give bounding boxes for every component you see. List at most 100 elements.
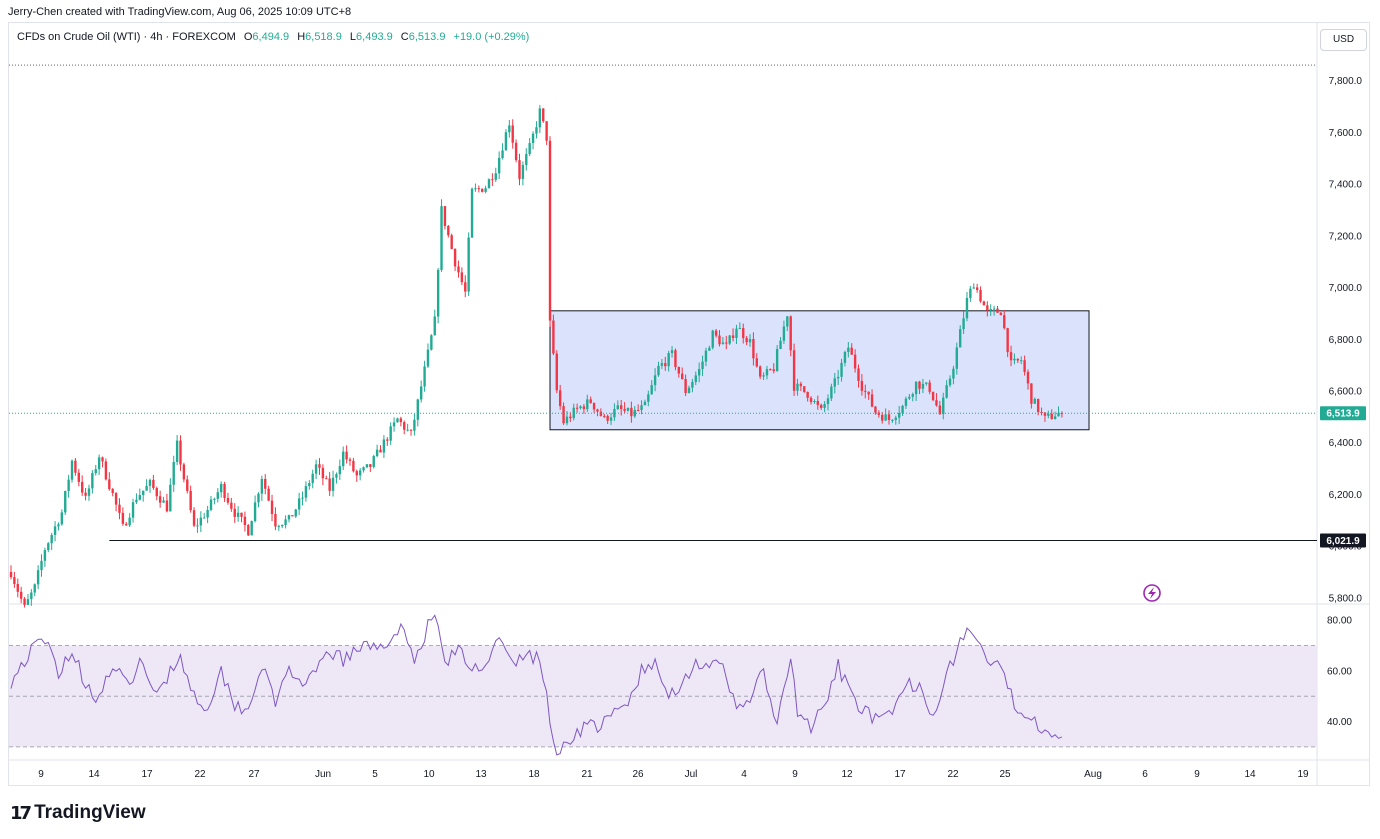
candle-body <box>704 350 708 362</box>
candle-body <box>881 414 884 421</box>
candle-body <box>687 387 691 393</box>
candle-body <box>965 298 969 319</box>
candle-body <box>589 399 592 403</box>
candle-body <box>297 498 301 510</box>
candle-body <box>375 449 379 457</box>
candle-body <box>721 342 725 345</box>
candle-body <box>959 329 962 348</box>
candle-body <box>606 415 609 421</box>
candle-body <box>894 417 897 420</box>
candle-body <box>226 498 230 503</box>
candle-body <box>535 127 538 134</box>
open-value: 6,494.9 <box>252 31 290 43</box>
candle-body <box>474 188 477 190</box>
candle-body <box>908 396 911 399</box>
candle-body <box>47 543 50 551</box>
price-tick-label: 6,200.0 <box>1329 490 1363 501</box>
candle-body <box>694 375 697 382</box>
candle-body <box>182 464 186 480</box>
candle-body <box>433 316 436 336</box>
candle-body <box>945 385 948 398</box>
candle-body <box>545 121 548 141</box>
candle-body <box>118 504 121 513</box>
candle-body <box>538 108 542 128</box>
price-tick-label: 7,200.0 <box>1329 231 1363 242</box>
candle-body <box>342 451 345 467</box>
candle-body <box>318 464 321 468</box>
candle-body <box>762 375 765 377</box>
time-tick-label: 27 <box>248 769 260 780</box>
time-tick-label: 25 <box>999 769 1011 780</box>
candle-body <box>548 140 552 321</box>
candle-body <box>1053 416 1057 420</box>
candle-body <box>352 460 355 472</box>
candle-body <box>270 500 274 514</box>
candle-body <box>423 366 426 387</box>
candle-body <box>196 525 199 527</box>
price-tick-label: 7,800.0 <box>1329 76 1363 87</box>
candle-body <box>711 330 714 348</box>
candle-body <box>918 381 921 389</box>
candle-body <box>1023 360 1026 372</box>
candle-body <box>230 502 233 509</box>
candle-body <box>497 157 501 174</box>
symbol-name[interactable]: CFDs on Crude Oil (WTI) · 4h · FOREXCOM <box>17 31 236 43</box>
candle-body <box>792 350 796 391</box>
rsi-line <box>10 614 1063 756</box>
candle-body <box>664 363 667 367</box>
candle-body <box>399 418 403 423</box>
candle-body <box>996 308 999 313</box>
candle-body <box>348 459 352 461</box>
candle-body <box>999 312 1003 316</box>
candle-body <box>799 383 803 387</box>
candle-body <box>114 493 118 505</box>
last-price-badge <box>1320 406 1366 421</box>
candle-body <box>887 414 891 421</box>
candle-body <box>511 125 514 143</box>
candle-body <box>969 288 972 299</box>
candle-body <box>155 488 158 497</box>
candle-body <box>592 402 596 410</box>
candle-body <box>640 405 643 411</box>
candle-body <box>586 399 589 410</box>
candle-body <box>392 422 396 427</box>
candle-body <box>128 517 131 526</box>
change-value: +19.0 (+0.29%) <box>453 31 530 43</box>
candle-body <box>1043 412 1047 416</box>
candle-body <box>494 173 497 180</box>
currency-selector[interactable]: USD <box>1320 29 1367 51</box>
candle-body <box>982 301 986 306</box>
candle-body <box>731 335 735 338</box>
rsi-tick-label: 60.00 <box>1327 666 1352 677</box>
candle-body <box>453 248 457 267</box>
candle-body <box>358 470 362 476</box>
candle-body <box>843 351 847 363</box>
candle-body <box>752 339 755 359</box>
candle-body <box>552 320 555 354</box>
candle-body <box>596 409 599 412</box>
candle-body <box>870 394 874 407</box>
candle-body <box>609 417 613 421</box>
candle-body <box>440 206 443 270</box>
candle-body <box>742 328 745 339</box>
candle-body <box>643 401 647 406</box>
close-label: C <box>400 31 409 43</box>
candle-body <box>884 414 887 421</box>
candle-body <box>243 516 247 526</box>
candle-body <box>623 409 626 411</box>
candle-body <box>294 509 297 517</box>
time-tick-label: 4 <box>741 769 747 780</box>
candle-body <box>718 335 721 345</box>
candle-body <box>104 461 108 480</box>
candle-body <box>514 142 518 161</box>
candle-body <box>813 401 816 403</box>
candle-body <box>179 440 182 465</box>
time-tick-label: 6 <box>1142 769 1148 780</box>
price-tick-label: 6,600.0 <box>1329 386 1363 397</box>
tradingview-logo[interactable]: 17 TradingView <box>10 802 146 824</box>
candle-body <box>853 354 857 369</box>
candle-body <box>603 415 606 417</box>
candle-body <box>467 237 470 292</box>
candle-body <box>508 125 511 133</box>
